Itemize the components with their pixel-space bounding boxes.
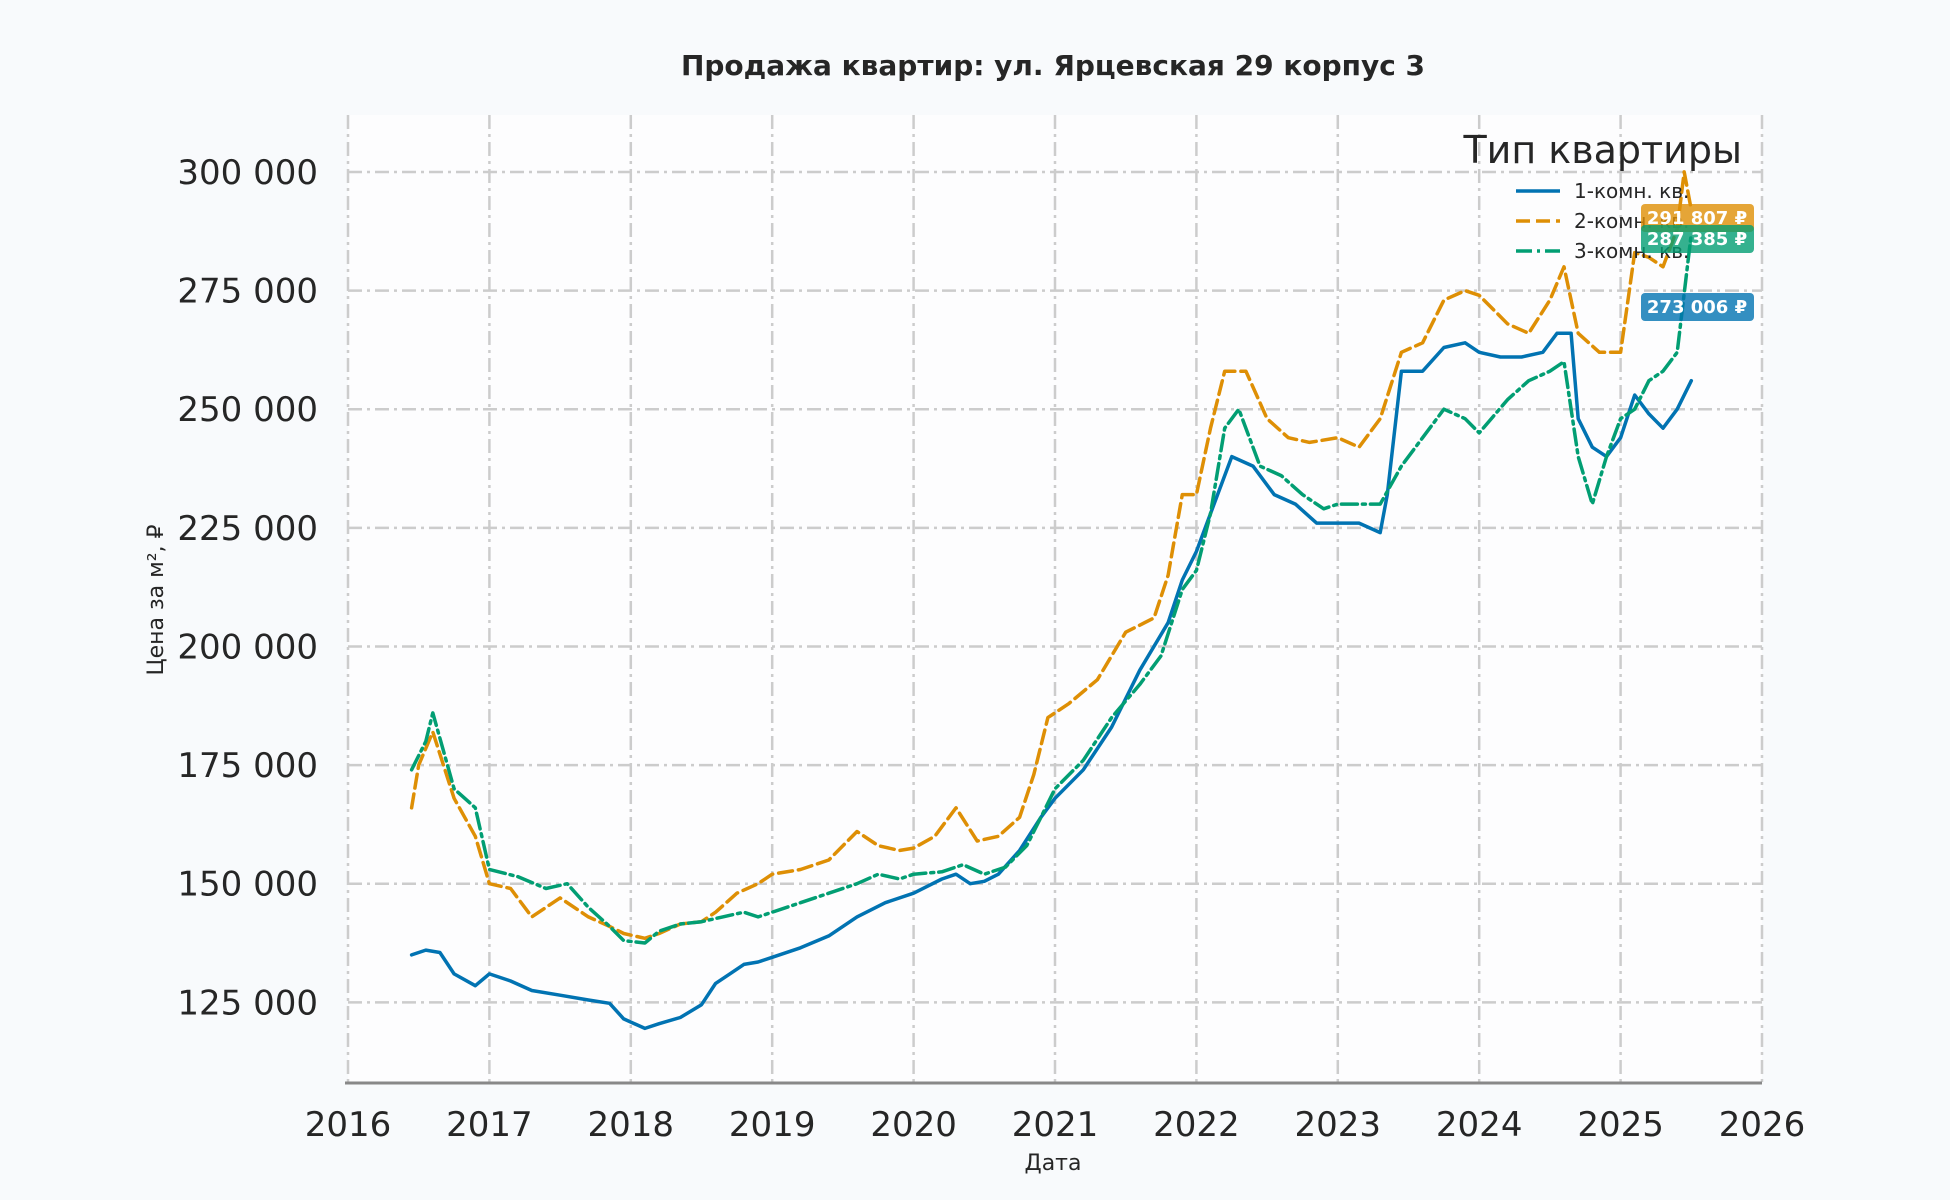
grid <box>346 115 1764 1083</box>
y-tick-label: 275 000 <box>177 272 318 312</box>
badge-label: 291 807 ₽ <box>1647 208 1747 229</box>
end-value-badge: 273 006 ₽ <box>1641 293 1754 321</box>
y-tick-labels: 125 000 150 000 175 000 200 000 225 000 250 0… <box>177 153 318 1023</box>
badge-label: 273 006 ₽ <box>1647 297 1747 318</box>
chart-title: Продажа квартир: ул. Ярцевская 29 корпус… <box>681 49 1425 82</box>
y-tick-label: 200 000 <box>177 627 318 667</box>
x-tick-label: 2019 <box>729 1105 816 1145</box>
x-tick-label: 2022 <box>1153 1105 1240 1145</box>
x-tick-label: 2023 <box>1295 1105 1382 1145</box>
x-tick-label: 2024 <box>1436 1105 1523 1145</box>
badge-label: 287 385 ₽ <box>1647 229 1747 250</box>
badge-background <box>1641 225 1754 253</box>
x-tick-label: 2016 <box>305 1105 392 1145</box>
legend-title: Тип квартиры <box>1462 128 1742 172</box>
y-axis-label: Цена за м², ₽ <box>144 524 169 675</box>
series-line-1 <box>409 331 1694 1031</box>
badge-background <box>1641 293 1754 321</box>
y-tick-label: 150 000 <box>177 865 318 905</box>
x-tick-labels: 2016 2017 2018 2019 2020 2021 2022 2023 2024 2025… <box>305 1105 1806 1145</box>
x-tick-label: 2025 <box>1577 1105 1664 1145</box>
legend-label: 1-комн. кв. <box>1574 179 1689 203</box>
series-line-3 <box>409 231 1694 945</box>
series-line-2 <box>409 170 1694 941</box>
x-axis-label: Дата <box>1025 1151 1082 1176</box>
y-tick-label: 175 000 <box>177 746 318 786</box>
y-tick-label: 300 000 <box>177 153 318 193</box>
end-value-badge: 287 385 ₽ <box>1641 225 1754 253</box>
x-tick-label: 2018 <box>588 1105 675 1145</box>
x-tick-label: 2026 <box>1719 1105 1806 1145</box>
x-tick-label: 2020 <box>870 1105 957 1145</box>
x-tick-label: 2021 <box>1012 1105 1099 1145</box>
x-tick-label: 2017 <box>446 1105 533 1145</box>
y-tick-label: 125 000 <box>177 983 318 1023</box>
y-tick-label: 225 000 <box>177 509 318 549</box>
series-layer <box>409 170 1694 1031</box>
end-value-badges: 273 006 ₽ 291 807 ₽287 385 ₽ <box>1641 204 1754 321</box>
plot-area <box>348 115 1762 1083</box>
y-tick-label: 250 000 <box>177 390 318 430</box>
